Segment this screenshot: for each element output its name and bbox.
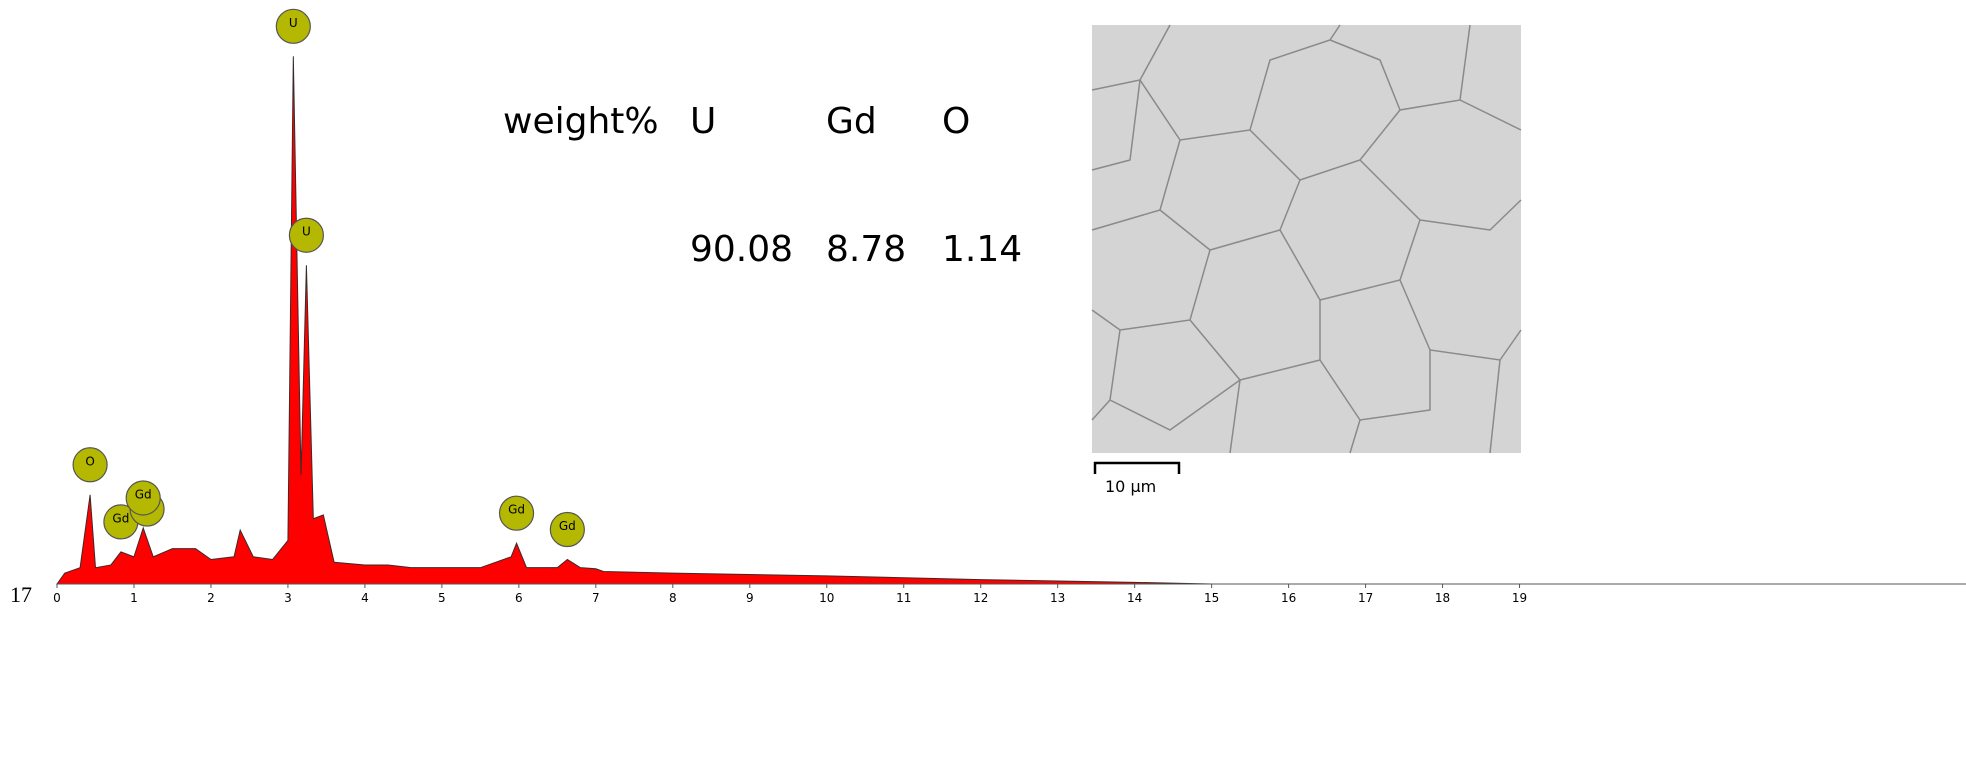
scale-bar (1094, 462, 1180, 474)
peak-label: U (302, 225, 311, 239)
x-tick-label: 12 (973, 591, 988, 605)
micrograph (1092, 25, 1521, 453)
x-tick-label: 13 (1050, 591, 1065, 605)
x-tick-label: 2 (207, 591, 215, 605)
x-tick-label: 11 (896, 591, 911, 605)
x-tick-label: 18 (1435, 591, 1450, 605)
x-tick-label: 16 (1281, 591, 1296, 605)
x-tick-label: 4 (361, 591, 369, 605)
peak-label: Gd (559, 519, 576, 533)
x-tick-label: 17 (1358, 591, 1373, 605)
x-tick-label: 19 (1512, 591, 1527, 605)
page: 17 weight% U Gd O 90.08 8.78 1.14 10 µm … (0, 0, 1966, 759)
x-tick-label: 5 (438, 591, 446, 605)
table-value: 1.14 (942, 229, 1022, 270)
x-tick-label: 1 (130, 591, 138, 605)
table-header: weight% (503, 101, 659, 142)
x-tick-label: 0 (53, 591, 61, 605)
x-tick-label: 6 (515, 591, 523, 605)
peak-marker: Gd (126, 481, 160, 515)
peak-marker: U (289, 218, 323, 252)
peak-label: Gd (508, 503, 525, 517)
scale-bar-label: 10 µm (1105, 477, 1156, 496)
peak-label: Gd (135, 487, 152, 501)
peak-marker: Gd (550, 513, 584, 547)
table-header: O (942, 101, 970, 142)
peak-marker: Gd (500, 496, 534, 530)
x-tick-label: 8 (669, 591, 677, 605)
table-header: U (690, 101, 716, 142)
x-tick-label: 9 (746, 591, 754, 605)
peak-label: O (85, 454, 94, 468)
table-header: Gd (826, 101, 877, 142)
x-tick-label: 3 (284, 591, 292, 605)
table-value: 90.08 (690, 229, 793, 270)
x-tick-label: 14 (1127, 591, 1142, 605)
x-tick-label: 15 (1204, 591, 1219, 605)
corner-label: 17 (10, 582, 32, 607)
table-value: 8.78 (826, 229, 906, 270)
peak-label: Gd (112, 511, 129, 525)
peak-marker: O (73, 448, 107, 482)
x-tick-label: 7 (592, 591, 600, 605)
peak-label: U (289, 16, 298, 30)
peak-marker: U (276, 9, 310, 43)
x-tick-label: 10 (819, 591, 834, 605)
spectrum-area (57, 56, 1966, 584)
